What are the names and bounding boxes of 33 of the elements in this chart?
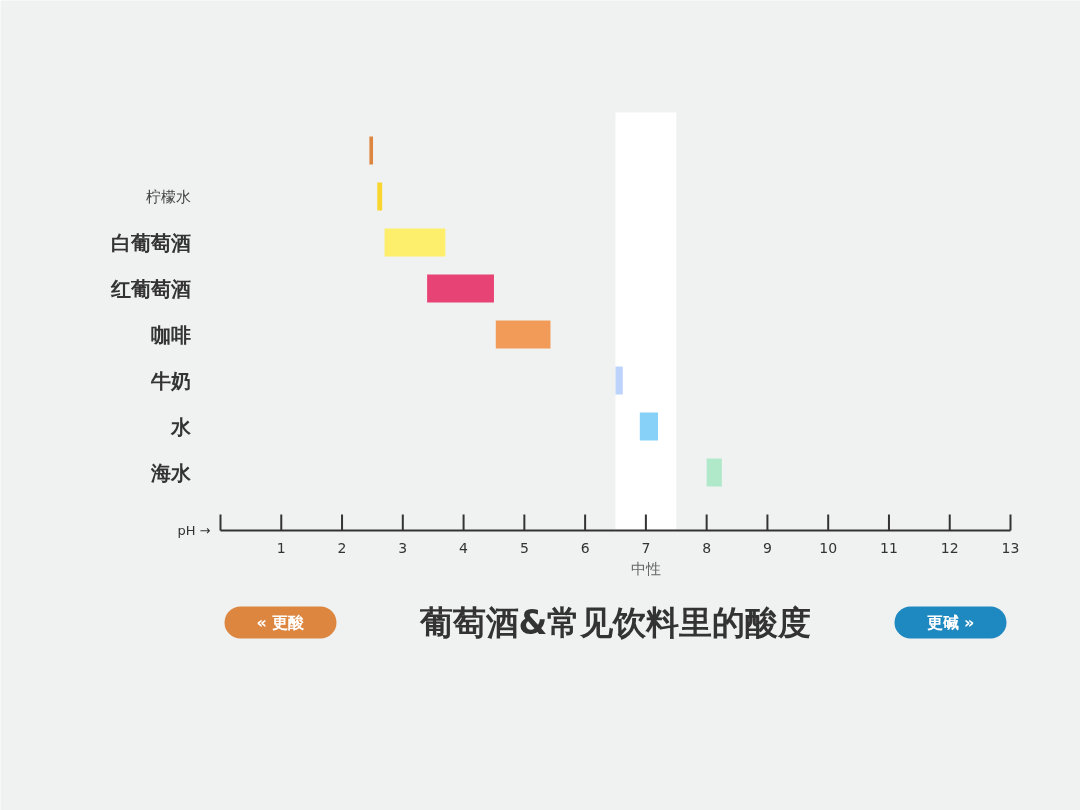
bar [706, 458, 722, 487]
band-label: 中性 [630, 559, 661, 578]
bar [615, 366, 623, 395]
x-tick-label: 3 [398, 539, 408, 556]
bar [427, 274, 494, 303]
y-tick-label: 柠檬水 [145, 187, 191, 206]
x-tick-label: 8 [702, 539, 712, 556]
bar [369, 136, 374, 165]
text: 更碱 » [926, 613, 975, 632]
x-tick-label: 12 [940, 539, 959, 556]
x-tick-label: 2 [337, 539, 347, 556]
x-tick-label: 6 [580, 539, 590, 556]
x-axis-title: pH → [177, 523, 211, 538]
bar [384, 228, 446, 257]
bar [495, 320, 551, 349]
text: 葡萄酒&常见饮料里的酸度 [418, 603, 812, 642]
bar [377, 182, 383, 211]
y-tick-label: 白葡萄酒 [110, 230, 191, 255]
y-tick-label: 牛奶 [149, 368, 191, 393]
x-tick-label: 13 [1001, 539, 1020, 556]
x-tick-label: 10 [819, 539, 838, 556]
x-tick-label: 7 [641, 539, 651, 556]
x-tick-label: 4 [459, 539, 469, 556]
y-tick-label: 咖啡 [150, 322, 191, 347]
x-tick-label: 5 [519, 539, 529, 556]
x-tick-label: 1 [276, 539, 286, 556]
y-tick-label: 海水 [149, 460, 192, 485]
x-tick-label: 9 [762, 539, 772, 556]
text: « 更酸 [256, 613, 306, 632]
bar [639, 412, 659, 441]
y-tick-label: 红葡萄酒 [109, 276, 191, 301]
x-tick-label: 11 [880, 539, 898, 556]
y-tick-label: 水 [169, 414, 192, 439]
